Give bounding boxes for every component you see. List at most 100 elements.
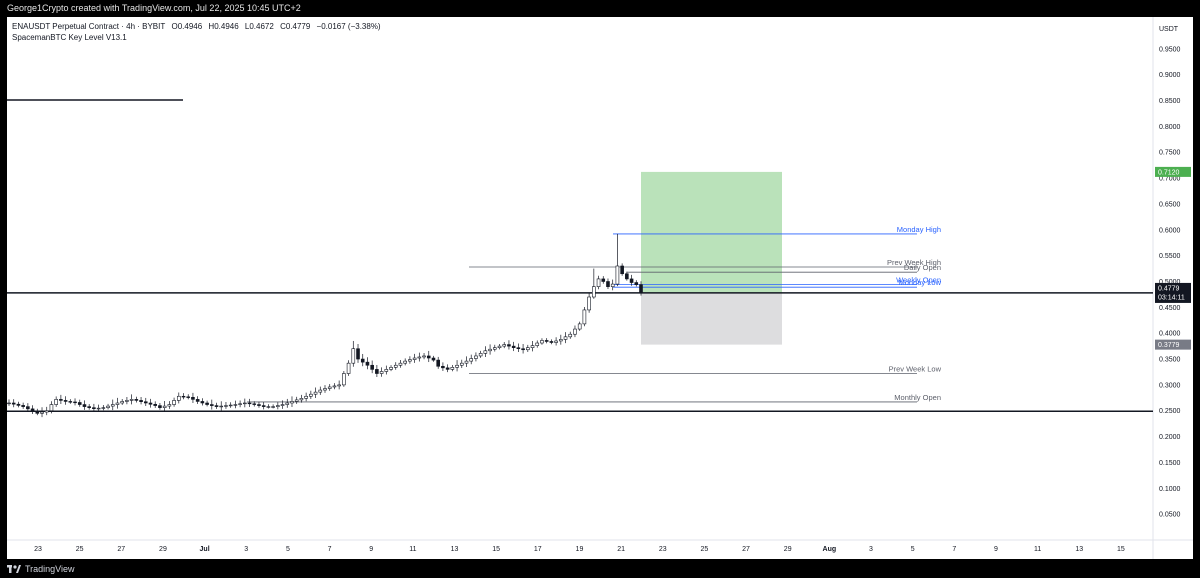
y-tick-label: 0.1000 [1159,486,1181,493]
chart-panel[interactable]: USDT 0.9500 0.9000 0.8500 0.8000 0.7500 0.7000… [7,17,1193,559]
candle-down [507,344,511,347]
candle-down [549,341,554,343]
candle-down [634,282,639,285]
x-tick-label: 9 [369,546,373,553]
x-tick-label: 23 [659,546,667,553]
y-tick-label: 0.7500 [1159,150,1181,157]
candle-down [261,405,266,407]
y-tick-label: 0.2000 [1159,434,1181,441]
candle-up [497,345,502,348]
candle-down [139,400,143,403]
price-chart[interactable]: USDT 0.9500 0.9000 0.8500 0.8000 0.7500 0.7000… [7,17,1193,559]
candle-up [271,406,275,408]
candle-up [233,404,238,406]
candle-up [610,283,615,287]
key-level-label: Prev Week High [887,258,941,267]
indicator-label[interactable]: SpacemanBTC Key Level V13.1 [12,33,127,42]
candle-up [596,278,601,287]
candle-down [200,401,205,404]
y-tick-label: 0.2500 [1159,408,1181,415]
candle-up [554,340,558,343]
symbol-label[interactable]: ENAUSDT Perpetual Contract · 4h · BYBIT [12,22,166,31]
x-tick-label: 11 [1034,546,1041,553]
y-tick-label: 0.5000 [1159,279,1181,286]
x-tick-label: 11 [409,546,416,553]
tradingview-logo-icon [7,565,21,573]
candle-up [106,405,110,408]
x-tick-label: 15 [492,546,500,553]
candle-down [625,273,629,280]
candle-down [639,284,643,294]
candle-down [205,402,209,405]
candle-down [370,364,374,370]
candle-up [49,404,54,412]
candle-up [530,345,535,348]
candle-up [464,360,469,364]
candle-down [426,355,431,359]
candle-down [521,348,525,351]
candle-up [219,405,224,408]
chart-legend: ENAUSDT Perpetual Contract · 4h · BYBIT … [12,21,385,43]
candle-down [30,408,35,412]
candle-up [592,286,596,298]
candle-down [247,402,252,405]
candle-down [356,348,360,360]
candle-down [186,396,191,398]
candle-up [398,362,403,366]
candle-up [346,362,351,374]
candle-up [577,323,582,330]
candle-up [129,399,134,401]
candle-down [195,399,200,402]
low-value: L0.4672 [244,22,274,31]
candle-up [266,406,271,408]
candle-down [82,404,87,407]
last-price-tag: 0.4779 [1158,285,1180,292]
x-tick-label: 5 [911,546,915,553]
candle-up [115,402,120,405]
candle-down [360,358,365,363]
high-value: H0.4946 [208,22,239,31]
candle-up [502,344,507,347]
candle-down [63,400,68,402]
candle-down [77,402,82,405]
candle-down [68,401,73,403]
y-tick-label: 0.3500 [1159,357,1181,364]
stop-price-tag-bg [1155,339,1191,350]
candle-up [332,385,337,388]
x-tick-label: 7 [952,546,956,553]
candle-up [294,399,299,402]
candle-up [327,386,332,389]
candle-up [290,401,294,404]
candle-up [7,402,11,405]
key-level-label: Weekly Open [896,276,941,285]
y-tick-label: 0.9500 [1159,46,1181,53]
candle-up [478,353,483,357]
tradingview-footer: TradingView [7,560,75,578]
candle-up [162,405,167,408]
candle-up [412,357,417,360]
x-tick-label: 13 [1075,546,1083,553]
candle-up [125,400,129,402]
y-tick-label: 0.6500 [1159,201,1181,208]
x-tick-label: 25 [76,546,84,553]
x-tick-label: 21 [617,546,625,553]
candle-up [172,400,176,405]
candle-up [337,384,341,387]
candle-down [511,345,516,348]
x-tick-label: 9 [994,546,998,553]
close-value: C0.4779 [280,22,311,31]
candle-up [450,367,455,370]
x-tick-label: 3 [869,546,873,553]
candle-down [148,402,153,405]
y-tick-label: 0.7000 [1159,176,1181,183]
candle-down [629,278,634,283]
candle-up [379,371,384,374]
y-tick-label: 0.3000 [1159,382,1181,389]
candle-up [40,411,44,414]
candle-up [228,404,233,407]
x-tick-label: 23 [34,546,42,553]
candle-up [54,399,58,405]
candle-down [601,278,606,282]
candle-down [445,367,450,370]
